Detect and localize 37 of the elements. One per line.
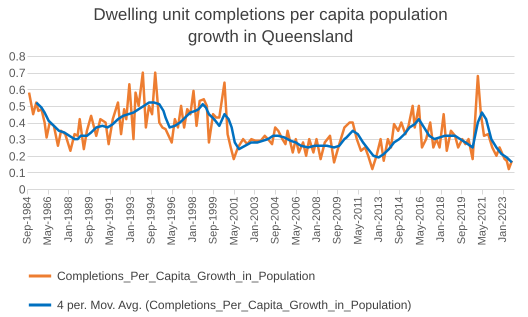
x-tick-label: May-1991 (104, 196, 116, 246)
x-tick-label: Sep-2019 (456, 196, 468, 244)
x-tick-label: Jan-2008 (311, 196, 324, 242)
x-tick-label: Jan-1988 (62, 196, 75, 242)
x-tick-label: May-2001 (228, 196, 240, 246)
x-tick-label: Sep-1989 (84, 196, 96, 244)
x-tick-label: May-2021 (476, 196, 488, 246)
chart-title: Dwelling unit completions per capita population growth in Queensland (93, 5, 448, 46)
y-tick-label: 0 (18, 182, 26, 196)
y-tick-label: 0.6 (8, 82, 26, 97)
x-tick-label: May-1996 (166, 196, 178, 246)
x-tick-label: Jan-2018 (435, 196, 448, 242)
x-tick-label: Sep-2009 (332, 196, 344, 244)
x-tick-label: Jan-2013 (373, 196, 386, 242)
x-tick-label: May-2016 (414, 196, 426, 246)
y-tick-label: 0.3 (8, 132, 26, 147)
y-tick-label: 0.7 (8, 66, 26, 80)
y-tick-label: 0.1 (8, 166, 26, 180)
line-series (35, 101, 514, 164)
legend-label: Completions_Per_Capita_Growth_in_Population (57, 269, 316, 283)
x-tick-label: Jan-1998 (186, 196, 199, 242)
y-tick-label: 0.2 (8, 149, 26, 164)
x-tick-label: Jan-2003 (248, 196, 261, 242)
x-tick-label: May-2011 (352, 196, 364, 245)
x-tick-label: Jan-1993 (124, 196, 137, 242)
y-tick-label: 0.4 (8, 116, 26, 130)
y-tick-label: 0.5 (8, 99, 26, 114)
y-tick-label: 0.8 (8, 50, 26, 64)
x-tick-label: Sep-2014 (394, 196, 406, 244)
legend-label: 4 per. Mov. Avg. (Completions_Per_Capita_Growth_in_Population) (57, 298, 412, 312)
x-tick-label: May-1986 (42, 196, 54, 246)
x-tick-label: Sep-1999 (208, 196, 220, 244)
x-tick-label: Sep-1984 (22, 196, 34, 244)
x-tick-label: May-2006 (290, 196, 302, 246)
x-tick-label: Jan-2023 (497, 196, 510, 242)
x-tick-label: Sep-2004 (270, 196, 282, 244)
x-tick-label: Sep-1994 (146, 196, 158, 244)
